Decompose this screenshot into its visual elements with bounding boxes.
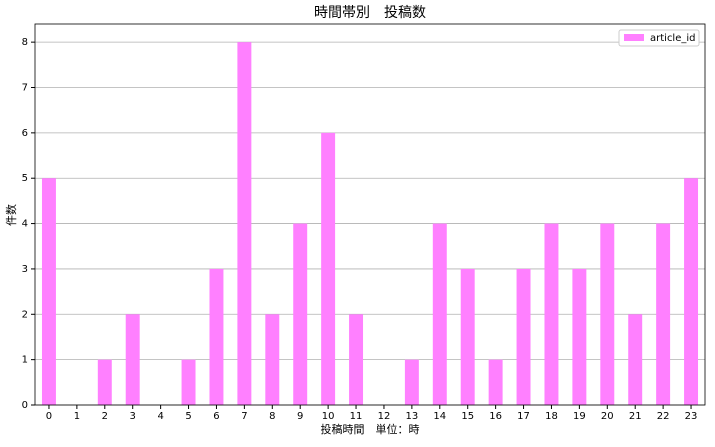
x-tick-label: 4	[157, 411, 163, 422]
bar	[41, 178, 56, 405]
x-tick-label: 0	[46, 411, 52, 422]
bar	[544, 223, 559, 405]
y-tick-label: 5	[22, 173, 28, 184]
bar	[684, 178, 699, 405]
y-tick-label: 8	[22, 37, 28, 48]
y-tick-label: 4	[22, 219, 28, 230]
x-tick-label: 3	[130, 411, 136, 422]
plot-frame	[34, 23, 706, 406]
y-tick-label: 1	[22, 355, 28, 366]
y-tick-label: 0	[22, 400, 28, 411]
x-tick-label: 18	[545, 411, 558, 422]
bar	[572, 268, 587, 405]
bar	[237, 42, 252, 406]
x-axis-label: 投稿時間 単位：時	[321, 422, 420, 436]
bar	[293, 223, 308, 405]
y-tick-label: 6	[22, 128, 28, 139]
chart-title: 時間帯別 投稿数	[314, 5, 426, 21]
legend-label: article_id	[650, 33, 696, 44]
x-tick-label: 23	[685, 411, 698, 422]
bar	[349, 314, 364, 405]
bar	[265, 314, 280, 405]
y-tick-label: 2	[22, 309, 28, 320]
bar	[404, 359, 419, 405]
x-tick-label: 10	[322, 411, 335, 422]
x-tick-label: 7	[241, 411, 247, 422]
x-tick-label: 21	[629, 411, 642, 422]
x-tick-label: 19	[573, 411, 586, 422]
bar	[460, 268, 475, 405]
x-tick-label: 14	[433, 411, 446, 422]
x-tick-label: 5	[185, 411, 191, 422]
x-tick-label: 13	[406, 411, 419, 422]
bar	[209, 268, 224, 405]
legend-swatch	[624, 34, 644, 41]
bar	[656, 223, 671, 405]
bar	[432, 223, 447, 405]
y-axis-label: 件数	[5, 204, 18, 226]
x-tick-label: 11	[350, 411, 363, 422]
bar	[628, 314, 643, 405]
bar	[321, 132, 336, 405]
x-tick-label: 1	[74, 411, 80, 422]
y-tick-label: 7	[22, 83, 28, 94]
bar	[97, 359, 112, 405]
x-tick-label: 15	[461, 411, 474, 422]
x-tick-label: 17	[517, 411, 530, 422]
x-tick-label: 16	[489, 411, 502, 422]
x-tick-label: 12	[378, 411, 391, 422]
y-tick-label: 3	[22, 264, 28, 275]
x-tick-label: 22	[657, 411, 670, 422]
x-tick-label: 2	[102, 411, 108, 422]
x-tick-label: 6	[213, 411, 219, 422]
x-tick-label: 8	[269, 411, 275, 422]
x-tick-label: 20	[601, 411, 614, 422]
x-tick-label: 9	[297, 411, 303, 422]
bar	[600, 223, 615, 405]
bar	[125, 314, 140, 405]
bar	[516, 268, 531, 405]
bar	[181, 359, 196, 405]
bar	[488, 359, 503, 405]
